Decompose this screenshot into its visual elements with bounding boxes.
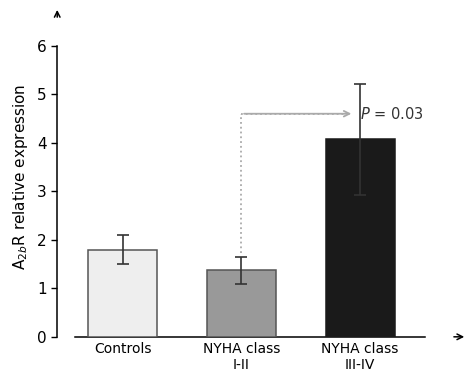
Y-axis label: A$_{2b}$R relative expression: A$_{2b}$R relative expression bbox=[11, 83, 30, 270]
Bar bbox=[326, 139, 394, 337]
Bar bbox=[88, 250, 157, 337]
Bar bbox=[207, 270, 276, 337]
Text: $\it{P}$ = 0.03: $\it{P}$ = 0.03 bbox=[360, 106, 424, 122]
